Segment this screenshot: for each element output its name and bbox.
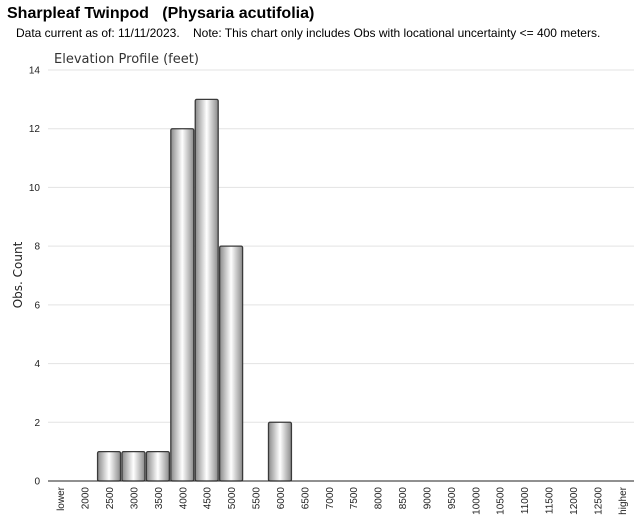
- axis-layer: 0 2 4 6 8 10 12 14 lower 2000 2500 3000 3500 4000 4500…: [29, 66, 634, 515]
- x-tick-label: 12500: [593, 487, 604, 515]
- x-tick-label: 9500: [447, 487, 458, 510]
- x-tick-label: 6000: [276, 487, 287, 510]
- y-tick-label: 8: [34, 242, 40, 253]
- species-title: Sharpleaf Twinpod (Physaria acutifolia): [7, 5, 315, 22]
- bar: [145, 450, 171, 482]
- x-tick-label: 9000: [422, 487, 433, 510]
- y-tick-label: 4: [34, 359, 40, 370]
- x-tick-label: 2000: [81, 487, 92, 510]
- bar: [194, 98, 219, 482]
- x-tick-label: 5500: [252, 487, 263, 510]
- bar: [218, 245, 244, 482]
- x-tick-label: 3500: [154, 487, 165, 510]
- bar: [170, 128, 195, 482]
- x-tick-label: 3000: [129, 487, 140, 510]
- x-tick-label: 8500: [398, 487, 409, 510]
- y-tick-label: 2: [34, 418, 40, 429]
- grid-layer: [48, 69, 634, 423]
- bar: [267, 421, 293, 482]
- bar: [96, 450, 122, 482]
- x-tick-label: 7500: [349, 487, 360, 510]
- x-tick-label: 10000: [471, 487, 482, 515]
- x-tick-label: higher: [618, 486, 629, 514]
- x-tick-label: 7000: [325, 487, 336, 510]
- y-tick-label: 12: [29, 124, 41, 135]
- x-tick-label: 5000: [227, 487, 238, 510]
- y-axis-label: Obs. Count: [11, 241, 25, 308]
- y-tick-label: 14: [29, 66, 41, 77]
- y-tick-label: 10: [29, 183, 41, 194]
- x-tick-label: 10500: [496, 487, 507, 515]
- y-tick-label: 6: [34, 300, 40, 311]
- bar: [121, 450, 146, 482]
- x-tick-label: 12000: [569, 487, 580, 515]
- x-tick-label: 4500: [203, 487, 214, 510]
- y-tick-label: 0: [34, 477, 40, 488]
- x-tick-label: 11500: [545, 487, 556, 515]
- x-tick-label: lower: [56, 486, 67, 511]
- chart-title: Elevation Profile (feet): [54, 52, 199, 67]
- x-tick-label: 4000: [178, 487, 189, 510]
- bar-layer: [96, 98, 293, 482]
- x-tick-label: 6500: [300, 487, 311, 510]
- x-tick-label: 2500: [105, 487, 116, 510]
- x-tick-label: 8000: [374, 487, 385, 510]
- data-note: Data current as of: 11/11/2023. Note: Th…: [16, 26, 601, 40]
- x-tick-label: 11000: [520, 487, 531, 515]
